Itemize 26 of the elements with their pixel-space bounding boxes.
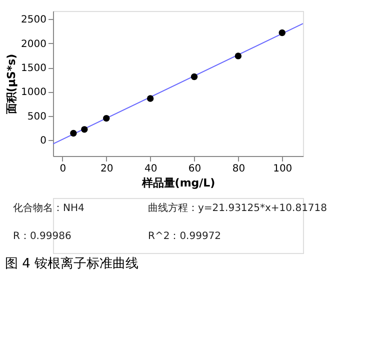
x-tick-label: 60	[188, 164, 202, 174]
point	[234, 52, 242, 60]
x-tick-label: 40	[144, 164, 158, 174]
point	[103, 114, 110, 122]
text: 曲线方程：y=21.93125*x+10.81718	[148, 202, 328, 214]
y-tick-label: 0	[40, 136, 46, 147]
y-tick-label: 2500	[21, 14, 46, 26]
y-tick-label: 1000	[21, 87, 46, 98]
y-tick-label: 500	[27, 111, 46, 122]
x-tick-label: 80	[232, 164, 246, 174]
point	[81, 126, 88, 133]
text: R^2：0.99972	[148, 231, 222, 242]
point	[278, 29, 286, 36]
text: R：0.99986	[13, 231, 72, 242]
x-tick-label: 0	[60, 164, 66, 174]
point	[70, 130, 77, 137]
y-tick-label: 2000	[21, 38, 46, 50]
x-tick-label: 20	[100, 164, 114, 174]
point	[146, 95, 154, 102]
y-axis-title: 面积(μS*s)	[5, 54, 18, 116]
point	[190, 73, 198, 80]
x-tick-label: 100	[273, 164, 292, 174]
text: 图 4 铵根离子标准曲线	[5, 256, 139, 272]
y-tick-label: 1500	[21, 63, 46, 74]
x-axis-title: 样品量(mg/L)	[140, 176, 216, 190]
text: 化合物名：NH4	[13, 202, 84, 214]
